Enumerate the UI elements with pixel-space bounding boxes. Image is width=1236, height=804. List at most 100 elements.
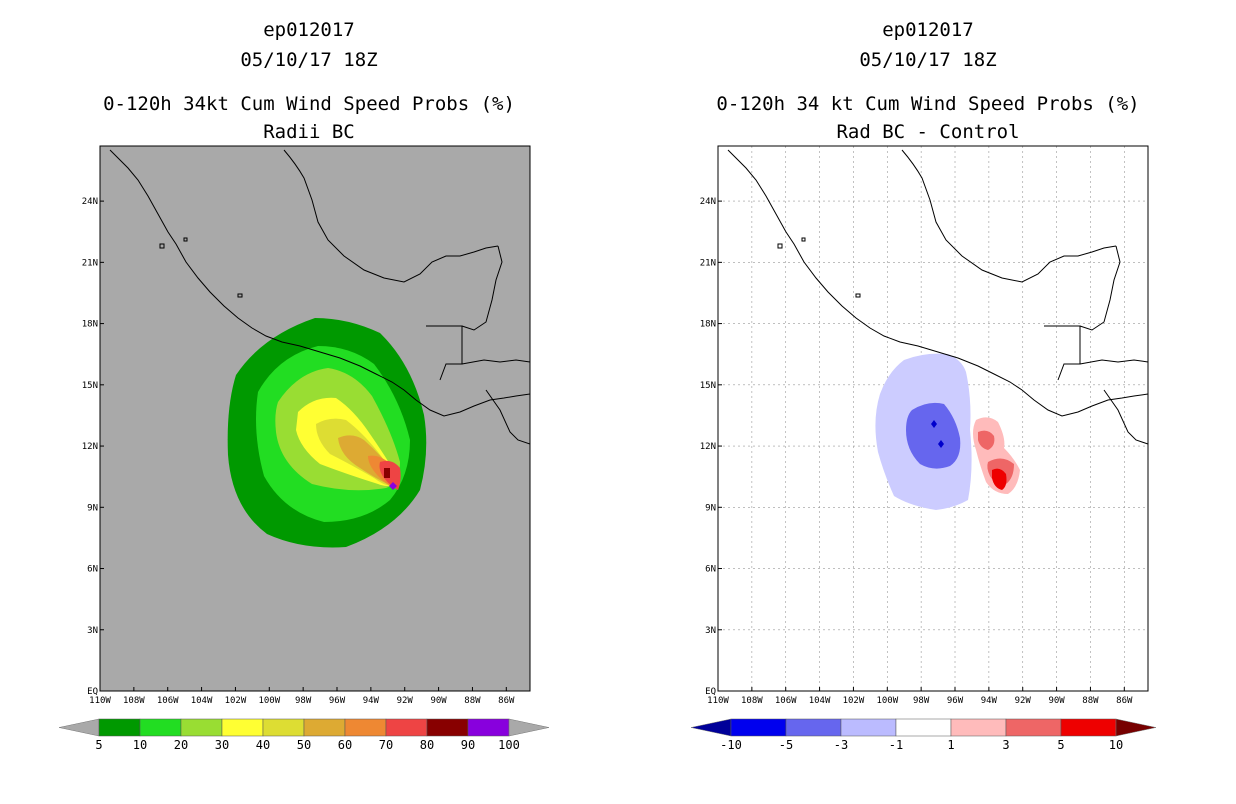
x-tick-label: 90W [1048, 696, 1065, 706]
colorbar-label: 10 [1109, 738, 1123, 752]
y-tick-label: 6N [87, 565, 98, 575]
left-coastline-honduras [461, 359, 530, 365]
left-island-3 [237, 293, 243, 298]
x-tick-label: 98W [295, 696, 312, 706]
colorbar-segment [785, 718, 842, 737]
right-island-1 [777, 243, 783, 249]
x-tick-label: 88W [464, 696, 481, 706]
colorbar-label: 70 [379, 738, 393, 752]
left-island-1 [159, 243, 165, 249]
y-tick-label: 12N [82, 442, 98, 452]
y-tick-label: 9N [705, 503, 716, 513]
colorbar-segment [467, 718, 510, 737]
x-tick-label: 96W [947, 696, 964, 706]
colorbar-label: 40 [256, 738, 270, 752]
x-tick-label: 102W [225, 696, 247, 706]
right-title-storm: ep012017 [882, 19, 974, 41]
y-tick-label: 6N [705, 565, 716, 575]
colorbar-segment [840, 718, 897, 737]
colorbar-segment [426, 718, 469, 737]
colorbar-label: 1 [947, 738, 954, 752]
left-axis-ticks: 110W 108W 106W 104W 102W 100W 98W 96W 94W 92W 90W 8… [82, 197, 515, 706]
colorbar-label: 80 [420, 738, 434, 752]
colorbar-label: 60 [338, 738, 352, 752]
left-island-2 [183, 237, 188, 242]
colorbar-label: 30 [215, 738, 229, 752]
x-tick-label: 106W [775, 696, 797, 706]
colorbar-segment [98, 718, 141, 737]
x-tick-label: 110W [89, 696, 111, 706]
x-tick-label: 98W [913, 696, 930, 706]
right-axis-ticks: 110W 108W 106W 104W 102W 100W 98W 96W 94W 92W 90W 8… [700, 197, 1133, 706]
x-tick-label: 96W [329, 696, 346, 706]
colorbar-under-arrow [58, 718, 100, 737]
y-tick-label: 3N [705, 626, 716, 636]
x-tick-label: 104W [191, 696, 213, 706]
colorbar-label: -1 [889, 738, 903, 752]
colorbar-segment [385, 718, 428, 737]
x-tick-label: 110W [707, 696, 729, 706]
colorbar-label: 50 [297, 738, 311, 752]
left-coastline-yucatan [461, 245, 503, 331]
left-coastline [109, 149, 530, 445]
y-tick-label: 18N [82, 320, 98, 330]
colorbar-segment [1060, 718, 1117, 737]
left-title-date: 05/10/17 18Z [240, 49, 377, 71]
right-map-gridlines [718, 146, 1148, 691]
colorbar-label: 5 [95, 738, 102, 752]
right-map-frame [717, 145, 1149, 692]
x-tick-label: 90W [430, 696, 447, 706]
x-tick-label: 94W [363, 696, 380, 706]
right-colorbar: -10 -5 -3 -1 1 3 5 10 [690, 718, 1157, 752]
colorbar-label: 3 [1002, 738, 1009, 752]
colorbar-segment [730, 718, 787, 737]
contour-neg-10-a [931, 420, 937, 428]
right-coastline [727, 149, 1148, 445]
y-tick-label: 24N [82, 197, 98, 207]
y-tick-label: EQ [705, 687, 716, 697]
x-tick-label: 86W [1116, 696, 1133, 706]
x-tick-label: 104W [809, 696, 831, 706]
x-tick-label: 108W [123, 696, 145, 706]
contour-pos-3-5 [978, 430, 1014, 485]
contour-90 [389, 482, 397, 490]
right-coastline-pacific [727, 149, 1148, 417]
left-coastline-gulf [283, 149, 499, 283]
y-tick-label: 24N [700, 197, 716, 207]
colorbar-segment [221, 718, 264, 737]
x-tick-label: 88W [1082, 696, 1099, 706]
right-coastline-gulf [901, 149, 1117, 283]
y-tick-label: 21N [82, 258, 98, 268]
contour-pos-5-10 [992, 468, 1007, 490]
right-coastline-yucatan [1079, 245, 1121, 331]
y-tick-label: 15N [82, 381, 98, 391]
x-tick-label: 100W [876, 696, 898, 706]
y-tick-label: 12N [700, 442, 716, 452]
left-title-product: 0-120h 34kt Cum Wind Speed Probs (%) [103, 93, 515, 115]
colorbar-under-arrow [690, 718, 732, 737]
colorbar-label: -3 [834, 738, 848, 752]
y-tick-label: 18N [700, 320, 716, 330]
x-tick-label: 106W [157, 696, 179, 706]
colorbar-segment [180, 718, 223, 737]
colorbar-label: 100 [498, 738, 520, 752]
colorbar-segment [303, 718, 346, 737]
colorbar-label: -5 [779, 738, 793, 752]
colorbar-segment [344, 718, 387, 737]
y-tick-label: 15N [700, 381, 716, 391]
colorbar-label: 10 [133, 738, 147, 752]
colorbar-over-arrow [1115, 718, 1157, 737]
right-coastline-caribbean-rise [1103, 389, 1148, 445]
colorbar-segment [139, 718, 182, 737]
colorbar-segment [895, 718, 952, 737]
x-tick-label: 94W [981, 696, 998, 706]
left-coastline-caribbean-rise [485, 389, 530, 445]
colorbar-label: 5 [1057, 738, 1064, 752]
left-colorbar: 5 10 20 30 40 50 60 70 80 90 100 [58, 718, 550, 752]
y-tick-label: 21N [700, 258, 716, 268]
colorbar-segment [262, 718, 305, 737]
contour-neg-3-5 [906, 402, 961, 469]
left-probability-contours [109, 149, 530, 548]
x-tick-label: 92W [1015, 696, 1032, 706]
